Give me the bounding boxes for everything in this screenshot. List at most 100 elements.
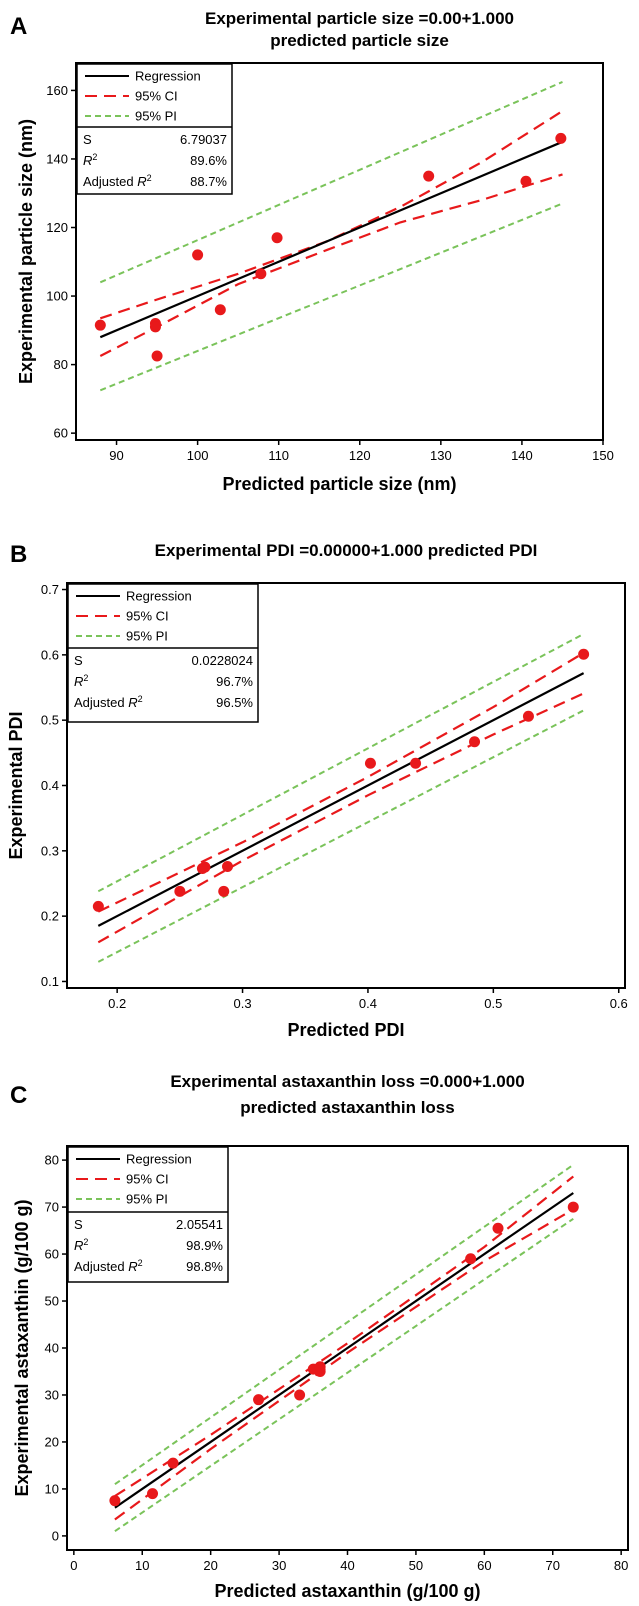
y-tick-label: 0.7: [41, 582, 59, 597]
legend-label-pi: 95% PI: [126, 629, 168, 644]
stat-name: R2: [74, 1237, 88, 1253]
ci-lower-line: [97, 692, 585, 944]
data-point: [218, 885, 230, 897]
x-tick-label: 100: [187, 448, 209, 463]
pi-upper-line: [99, 80, 563, 284]
y-tick-label: 120: [46, 220, 68, 235]
y-tick-label: 140: [46, 151, 68, 166]
x-tick-label: 0: [70, 1558, 77, 1573]
stat-name: Adjusted R2: [74, 1258, 143, 1274]
stat-value: 98.9%: [186, 1238, 223, 1253]
stat-value: 6.79037: [180, 132, 227, 147]
pi-upper-line: [97, 633, 585, 893]
y-tick-label: 30: [45, 1387, 59, 1402]
x-tick-label: 0.4: [359, 996, 377, 1011]
data-point: [192, 249, 204, 261]
legend-label-pi: 95% PI: [126, 1192, 168, 1207]
x-axis-label: Predicted astaxanthin (g/100 g): [214, 1581, 480, 1601]
y-tick-label: 50: [45, 1294, 59, 1309]
y-tick-label: 0.4: [41, 778, 59, 793]
stat-name: S: [74, 1217, 83, 1232]
y-tick-label: 0: [52, 1528, 59, 1543]
x-tick-label: 80: [614, 1558, 628, 1573]
data-point: [255, 268, 267, 280]
panel-label: A: [10, 13, 27, 40]
data-point: [465, 1253, 477, 1265]
legend-label-ci: 95% CI: [126, 1172, 169, 1187]
stat-value: 98.8%: [186, 1259, 223, 1274]
x-tick-label: 120: [349, 448, 371, 463]
stat-name: S: [83, 132, 92, 147]
data-point: [92, 900, 104, 912]
data-point: [423, 170, 435, 182]
y-tick-label: 10: [45, 1481, 59, 1496]
pi-lower-line: [97, 709, 585, 963]
y-tick-label: 80: [54, 357, 68, 372]
chart-title-line: Experimental PDI =0.00000+1.000 predicte…: [155, 541, 538, 560]
stat-name: Adjusted R2: [74, 694, 143, 710]
y-axis-label: Experimental particle size (nm): [16, 119, 36, 384]
ci-lower-line: [114, 1208, 574, 1521]
y-tick-label: 60: [54, 426, 68, 441]
y-tick-label: 70: [45, 1200, 59, 1215]
data-point: [149, 321, 161, 333]
x-axis-label: Predicted PDI: [287, 1020, 404, 1040]
stat-name: S: [74, 653, 83, 668]
y-tick-label: 80: [45, 1153, 59, 1168]
data-point: [567, 1201, 579, 1213]
x-tick-label: 30: [272, 1558, 286, 1573]
data-point: [294, 1389, 306, 1401]
data-point: [94, 319, 106, 331]
x-tick-label: 50: [409, 1558, 423, 1573]
chart-title-line: Experimental particle size =0.00+1.000: [205, 9, 514, 28]
x-tick-label: 0.5: [484, 996, 502, 1011]
data-point: [364, 757, 376, 769]
data-point: [109, 1495, 121, 1507]
y-tick-label: 160: [46, 83, 68, 98]
x-tick-label: 0.3: [234, 996, 252, 1011]
stat-value: 2.05541: [176, 1217, 223, 1232]
y-tick-label: 0.6: [41, 647, 59, 662]
stat-name: R2: [74, 673, 88, 689]
y-tick-label: 0.2: [41, 909, 59, 924]
data-point: [492, 1222, 504, 1234]
data-point: [222, 861, 234, 872]
x-tick-label: 70: [546, 1558, 560, 1573]
ci-upper-line: [97, 651, 585, 913]
ci-upper-line: [114, 1175, 574, 1497]
chart-title-line: predicted particle size: [270, 31, 449, 50]
stat-name: Adjusted R2: [83, 173, 152, 189]
regression-line: [99, 140, 563, 339]
chart-title-line: Experimental astaxanthin loss =0.000+1.0…: [170, 1072, 524, 1091]
data-point: [271, 232, 283, 244]
x-tick-label: 140: [511, 448, 533, 463]
data-point: [555, 132, 567, 144]
pi-lower-line: [114, 1217, 574, 1533]
legend-box: [67, 1146, 229, 1283]
panel-label: C: [10, 1082, 27, 1109]
x-tick-label: 60: [477, 1558, 491, 1573]
y-tick-label: 0.5: [41, 713, 59, 728]
x-tick-label: 20: [203, 1558, 217, 1573]
data-point: [174, 885, 186, 897]
stat-value: 96.5%: [216, 695, 253, 710]
y-tick-label: 60: [45, 1247, 59, 1262]
y-axis-label: Experimental PDI: [6, 711, 26, 859]
legend-label-regression: Regression: [126, 589, 192, 604]
legend-label-ci: 95% CI: [126, 609, 169, 624]
stat-value: 96.7%: [216, 674, 253, 689]
chart-title-line: predicted astaxanthin loss: [240, 1098, 454, 1117]
regression-line: [114, 1192, 574, 1509]
y-tick-label: 100: [46, 289, 68, 304]
data-point: [253, 1394, 265, 1406]
y-tick-label: 0.1: [41, 974, 59, 989]
legend-label-ci: 95% CI: [135, 89, 178, 104]
data-point: [469, 736, 481, 748]
ci-lower-line: [99, 173, 563, 357]
regression-line: [97, 672, 585, 927]
data-point: [167, 1457, 179, 1469]
panel-b: B Experimental PDI =0.00000+1.000 predict…: [6, 541, 628, 1040]
x-tick-label: 90: [109, 448, 123, 463]
x-axis-label: Predicted particle size (nm): [222, 474, 456, 494]
legend-label-pi: 95% PI: [135, 109, 177, 124]
